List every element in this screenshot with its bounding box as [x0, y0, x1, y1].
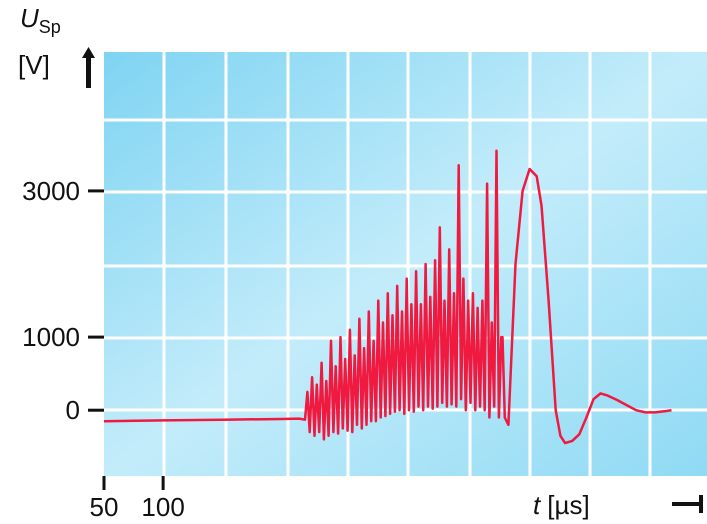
y-axis-label: USp — [20, 3, 61, 37]
x-tick-label: 50 — [90, 492, 119, 522]
y-axis-unit: [V] — [18, 50, 50, 80]
voltage-trace — [104, 149, 672, 445]
x-axis-label: t [µs] — [533, 490, 590, 520]
y-tick-label: 3000 — [22, 176, 80, 206]
x-axis-arrow-icon — [672, 495, 703, 513]
y-tick-label: 1000 — [22, 322, 80, 352]
y-axis-ticks: 0 1000 3000 — [22, 176, 104, 425]
y-tick-label: 0 — [66, 395, 80, 425]
x-tick-label: 100 — [141, 492, 184, 522]
y-axis-arrow-icon — [82, 47, 95, 88]
x-axis-ticks: 50 100 — [90, 476, 185, 522]
